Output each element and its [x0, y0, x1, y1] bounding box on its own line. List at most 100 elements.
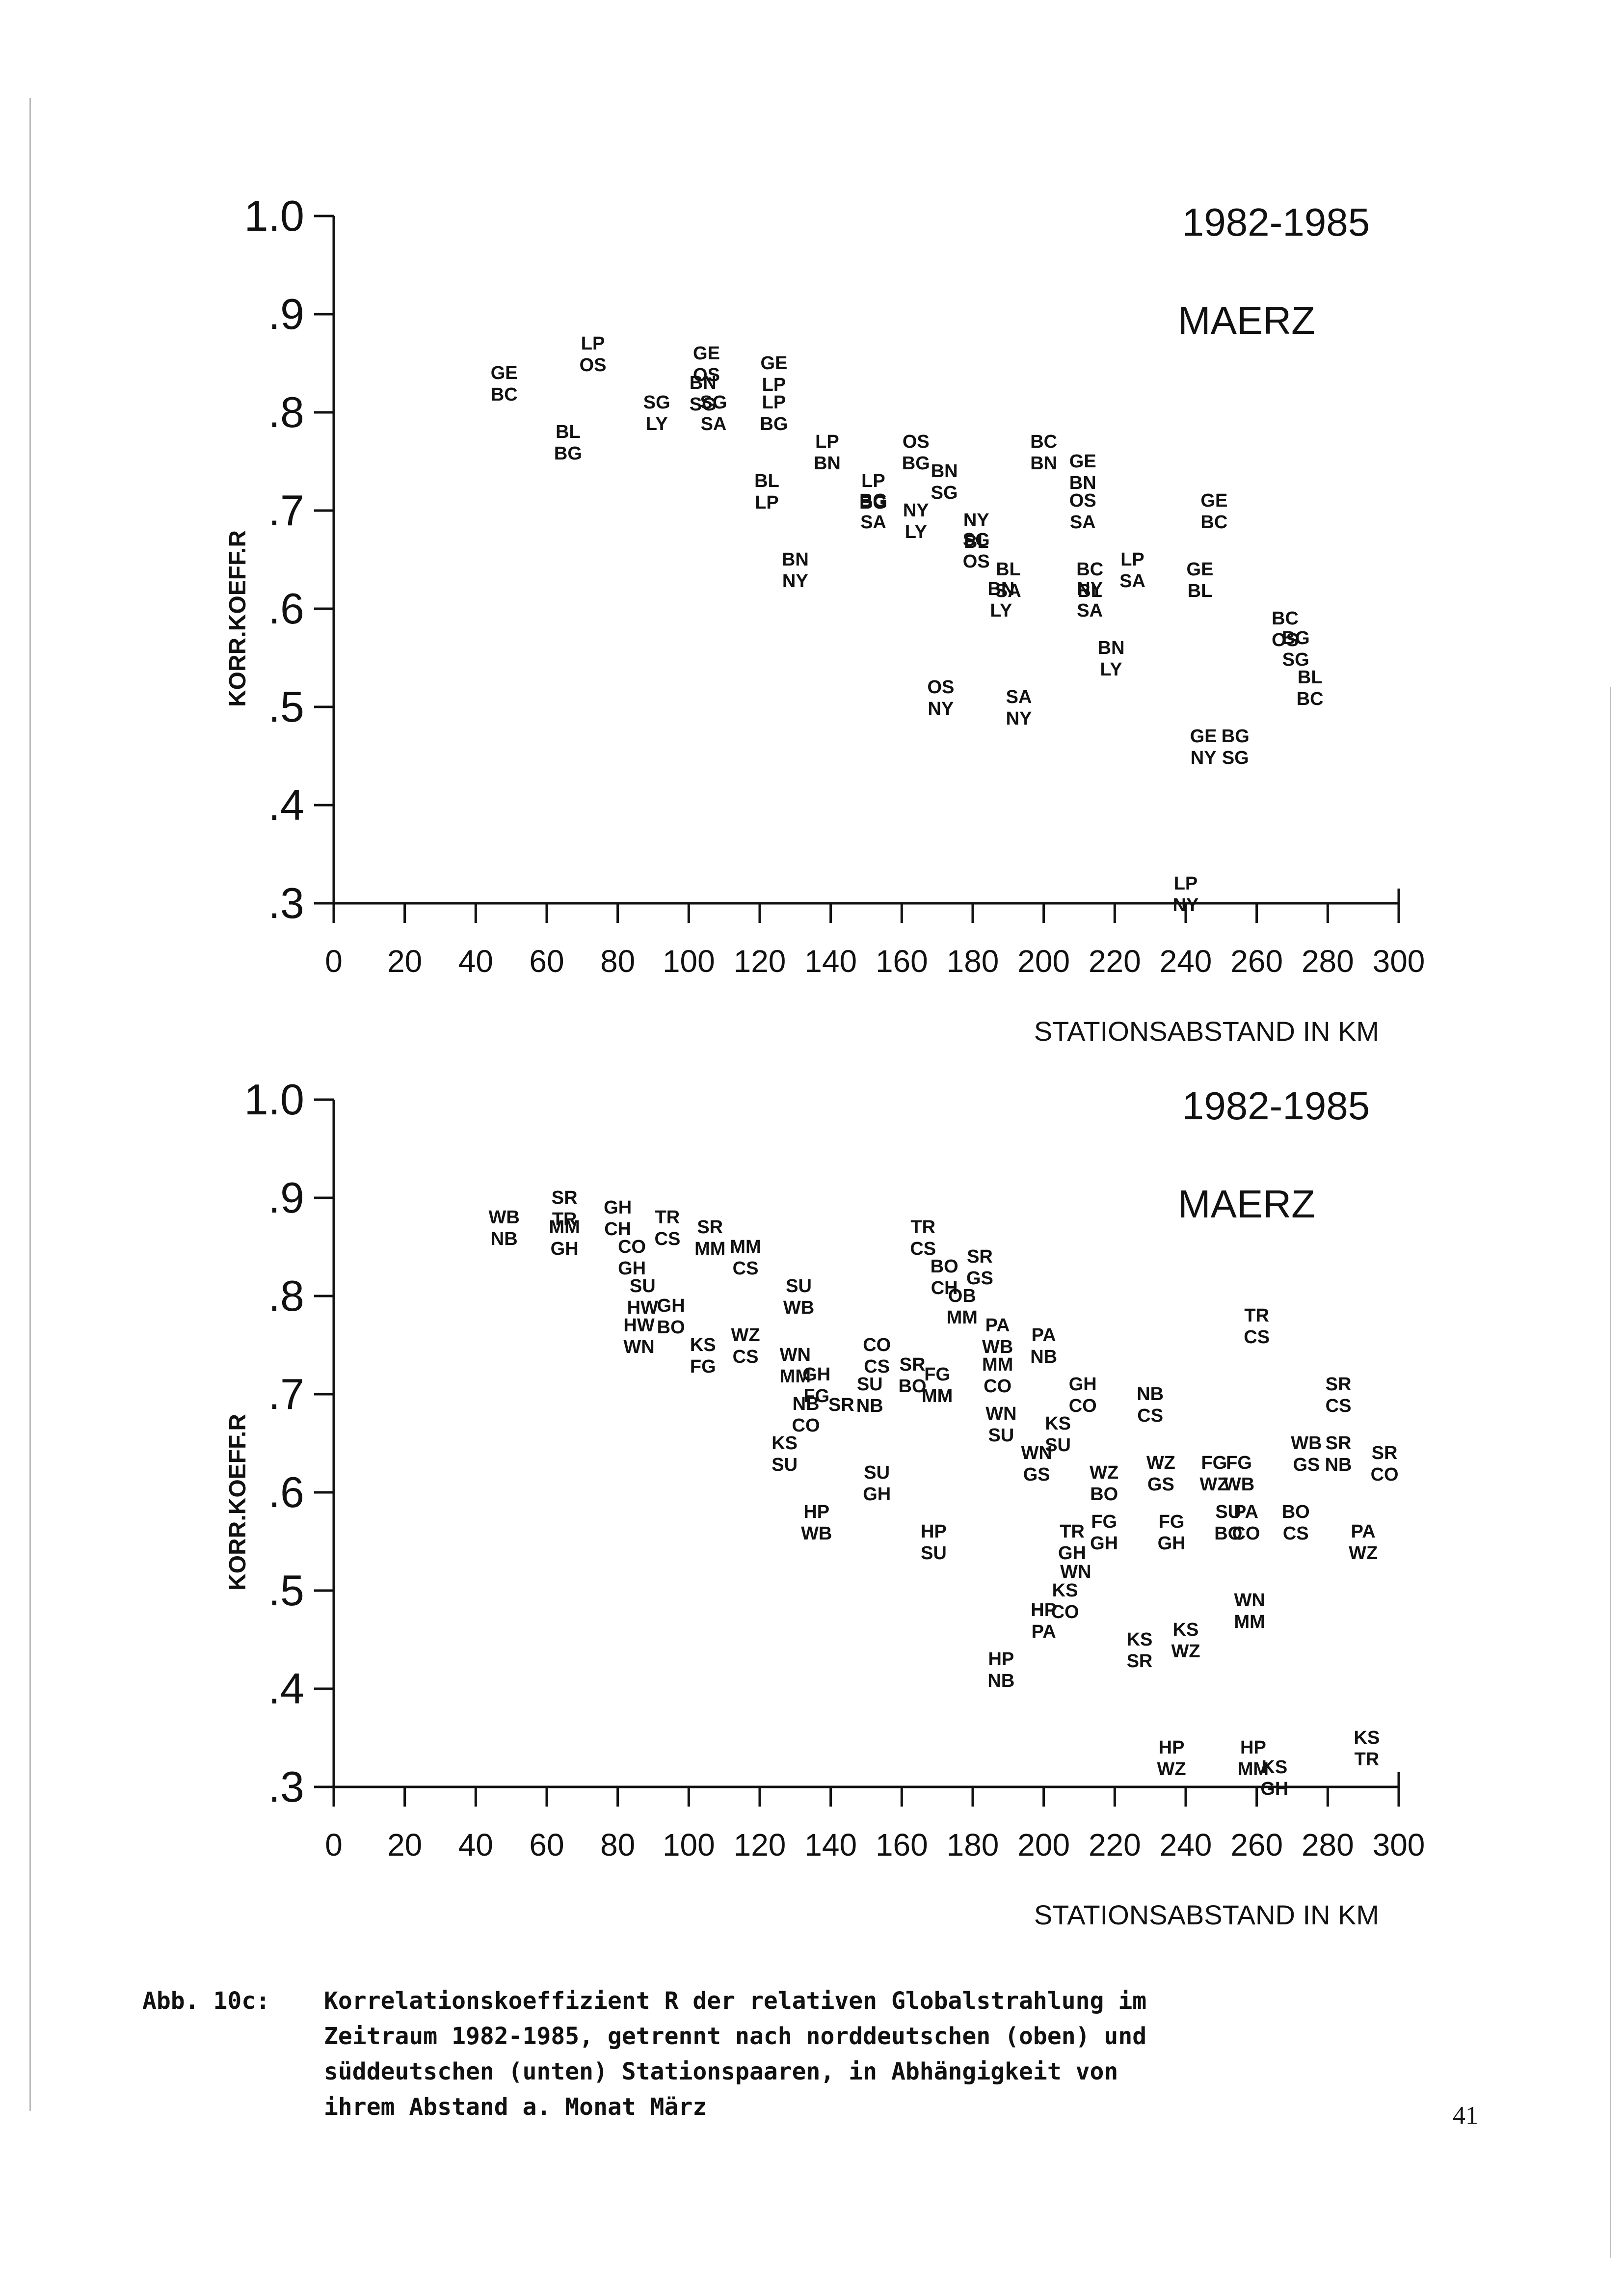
caption-prefix: Abb. 10c: [142, 1987, 270, 2015]
data-point-label: BO [1282, 1502, 1310, 1522]
data-point-label: WZ [1199, 1474, 1228, 1495]
data-point-label: PA [985, 1315, 1010, 1336]
data-point-label: LP [861, 471, 885, 491]
data-point-label: GE [760, 353, 787, 374]
data-point-label: MM [1234, 1612, 1265, 1632]
data-point-label: GE [1200, 490, 1227, 511]
data-point-label: OS [693, 365, 720, 385]
data-point-label: WB [1224, 1474, 1254, 1495]
data-point-label: BL [1188, 581, 1213, 601]
y-tick-label: .5 [268, 1566, 304, 1615]
data-point-label: BG [859, 492, 887, 513]
data-point-label: CS [910, 1239, 936, 1259]
x-tick-label: 140 [804, 944, 857, 979]
data-point-label: KS [1261, 1757, 1287, 1778]
data-point-label: MM [1238, 1759, 1269, 1780]
data-point-label: WB [1291, 1433, 1322, 1454]
data-point-label: OS [963, 551, 990, 572]
month-label: MAERZ [1178, 298, 1315, 342]
data-point-label: BG [554, 443, 582, 464]
scatter-chart-south: 0 20 40 60 80 100 120 140 160 180 200 220 240 260 280 3… [225, 1075, 1425, 1930]
data-point-label: SU [630, 1276, 656, 1297]
data-point-label: HP [803, 1502, 829, 1522]
data-point-label: GE [1069, 451, 1096, 472]
data-point-label: GH [1090, 1533, 1118, 1554]
y-tick-label: .7 [268, 486, 304, 535]
data-point-label: SR [697, 1217, 723, 1238]
data-point-label: CS [655, 1229, 681, 1249]
data-point-label: CS [733, 1347, 759, 1367]
data-point-label: NY [1191, 748, 1217, 768]
data-point-label: BO [931, 1256, 958, 1277]
data-point-label: WZ [731, 1325, 760, 1346]
x-tick-label: 220 [1089, 944, 1141, 979]
data-point-label: WN [623, 1337, 654, 1357]
data-point-label: SA [1119, 571, 1145, 592]
data-point-label: BN [690, 373, 717, 393]
y-tick-label: .4 [268, 1664, 304, 1713]
data-point-label: WN [1021, 1443, 1052, 1463]
data-point-label: SR [967, 1246, 993, 1267]
data-point-label: GE [693, 343, 720, 364]
y-tick-label: .6 [268, 1468, 304, 1516]
data-point-label: BG [1282, 628, 1310, 648]
data-point-label: LP [581, 333, 605, 354]
data-point-label: GH [1158, 1533, 1186, 1554]
data-point-label: PA [1032, 1621, 1056, 1642]
period-label: 1982-1985 [1182, 200, 1370, 244]
y-tick-label: .4 [268, 781, 304, 829]
data-point-label: GE [491, 363, 518, 383]
data-point-label: LP [815, 432, 839, 452]
x-tick-label: 160 [876, 1827, 928, 1863]
data-point-label: LP [1120, 549, 1144, 570]
data-point-label: SU [772, 1455, 798, 1475]
data-point-label: SG [643, 392, 670, 413]
data-point-label: WB [801, 1523, 832, 1544]
data-point-label: CO [1371, 1464, 1399, 1485]
data-point-label: OB [948, 1286, 976, 1306]
data-point-label: HP [921, 1521, 947, 1542]
data-point-label: GS [1147, 1474, 1174, 1495]
data-point-label: KS [690, 1335, 716, 1355]
data-point-label: FG [803, 1386, 829, 1406]
x-tick-label: 80 [600, 944, 635, 979]
data-point-label: KS [1045, 1413, 1071, 1434]
data-point-label: CO [618, 1237, 646, 1257]
y-tick-label: .5 [268, 682, 304, 731]
data-point-label: SG [1282, 649, 1309, 670]
data-point-label: TR [1355, 1749, 1380, 1770]
data-point-label: FG [690, 1356, 716, 1377]
data-point-label: GH [1058, 1543, 1086, 1564]
data-point-label: FG [1091, 1512, 1117, 1532]
data-point-label: CO [1232, 1523, 1260, 1544]
data-point-label: NB [856, 1396, 883, 1416]
data-point-label: TR [655, 1207, 680, 1228]
data-point-label: PA [1351, 1521, 1376, 1542]
data-point-label: CS [864, 1356, 890, 1377]
